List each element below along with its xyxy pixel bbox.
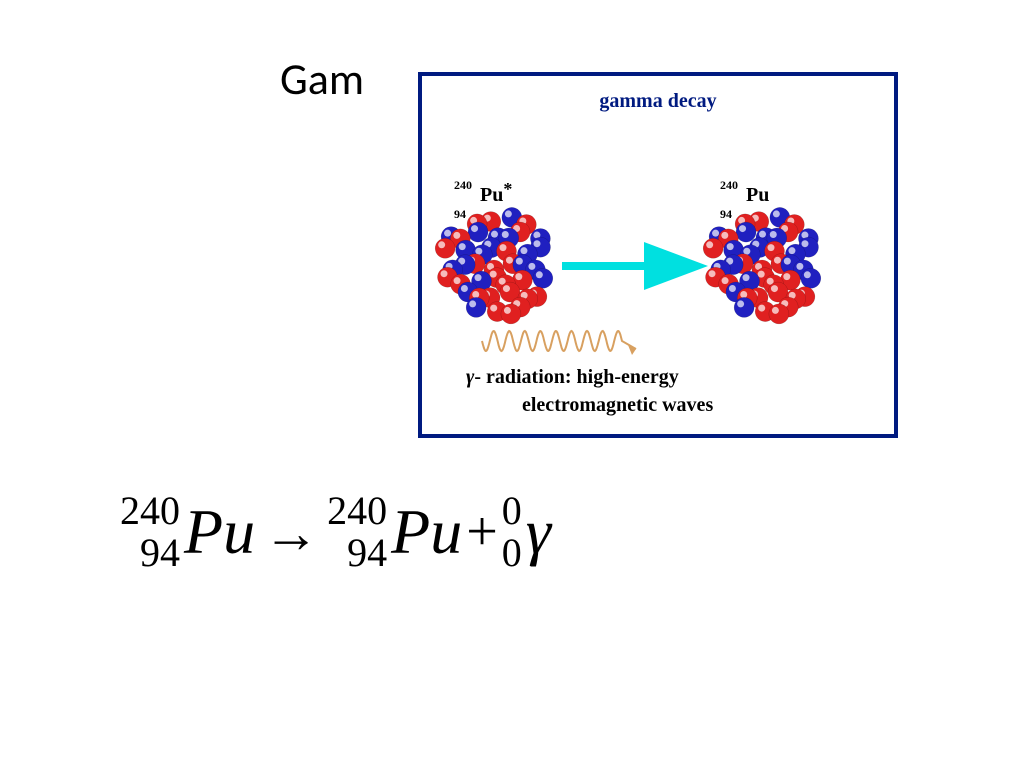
eq-atomic-3: 0 <box>502 532 522 574</box>
caption-text-1: - radiation: high-energy <box>474 366 678 388</box>
gamma-wave-icon <box>482 331 636 355</box>
eq-plus: + <box>466 500 498 564</box>
eq-mass-1: 240 <box>120 490 180 532</box>
eq-atomic-2: 94 <box>347 532 387 574</box>
eq-mass-3: 0 <box>502 490 522 532</box>
eq-symbol-2: Pu <box>391 500 462 564</box>
nucleus-right <box>703 207 821 323</box>
decay-equation: 240 94 Pu → 240 94 Pu + 0 0 γ <box>120 490 551 574</box>
eq-mass-2: 240 <box>327 490 387 532</box>
diagram-box: gamma decay 240 94 Pu* 240 94 Pu γ- radi… <box>418 72 898 438</box>
caption-line-2: electromagnetic waves <box>522 394 713 417</box>
eq-term-1: 240 94 Pu <box>120 490 255 574</box>
slide-title: Gam <box>280 52 364 106</box>
eq-symbol-3: γ <box>526 495 551 569</box>
eq-term-2: 240 94 Pu <box>327 490 462 574</box>
nucleus-left <box>435 207 553 323</box>
caption-line-1: γ- radiation: high-energy <box>466 366 679 389</box>
eq-arrow-icon: → <box>263 500 319 565</box>
eq-term-3: 0 0 γ <box>502 490 551 574</box>
eq-atomic-1: 94 <box>140 532 180 574</box>
eq-symbol-1: Pu <box>184 500 255 564</box>
